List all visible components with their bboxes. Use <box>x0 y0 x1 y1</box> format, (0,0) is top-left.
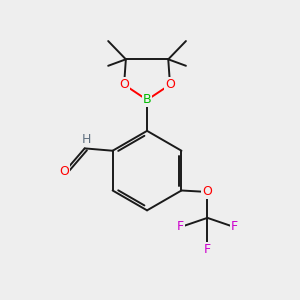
Text: B: B <box>143 93 152 106</box>
Text: O: O <box>165 78 175 91</box>
Text: O: O <box>59 165 69 178</box>
Text: F: F <box>177 220 184 232</box>
Text: H: H <box>81 133 91 146</box>
Text: F: F <box>204 243 211 256</box>
Text: F: F <box>231 220 238 232</box>
Text: O: O <box>119 78 129 91</box>
Text: O: O <box>202 185 212 199</box>
